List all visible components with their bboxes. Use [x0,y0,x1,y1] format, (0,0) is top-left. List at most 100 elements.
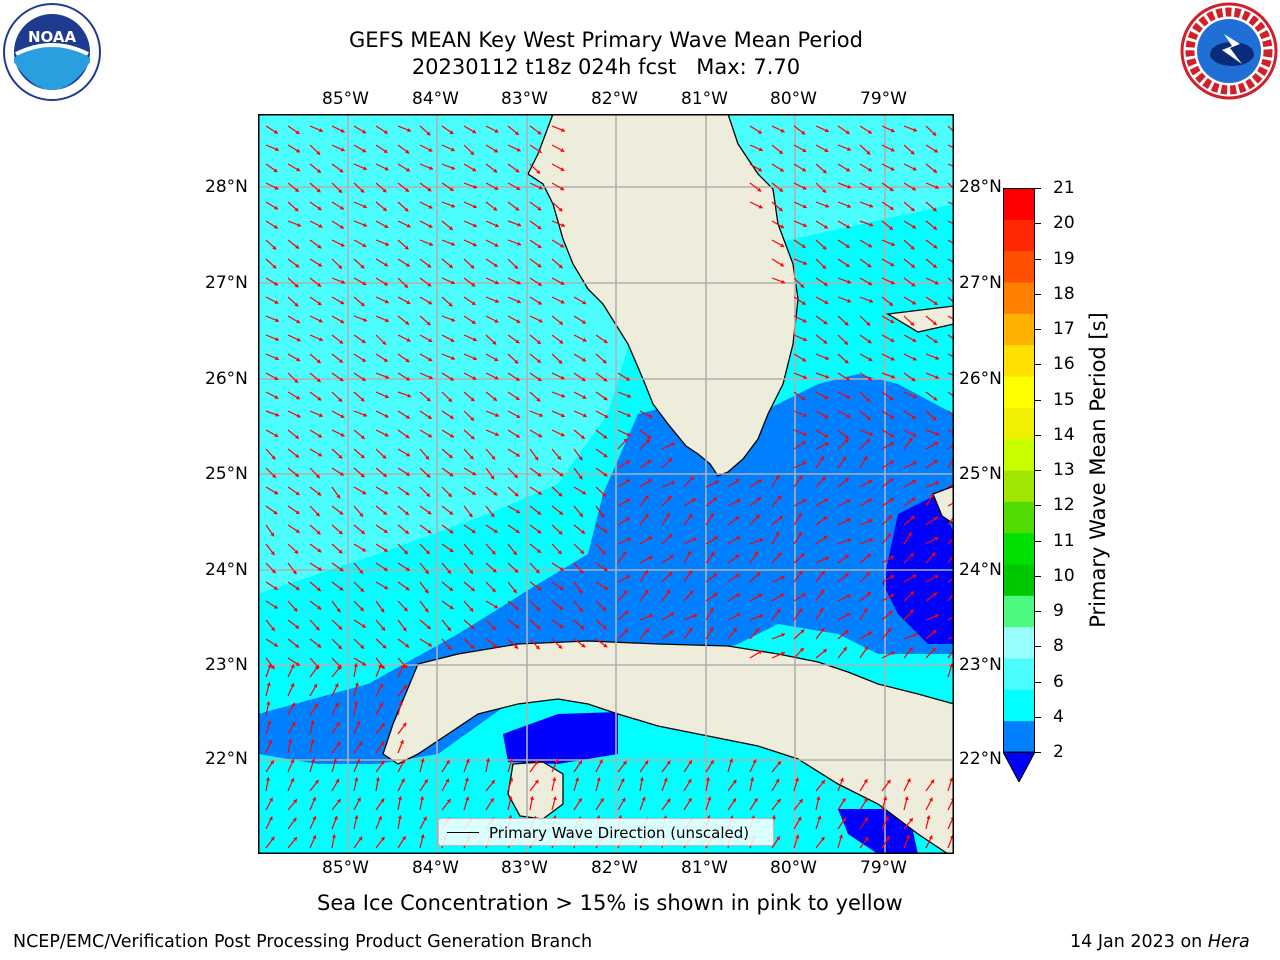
colorbar-tick [1035,716,1041,718]
wave-arrow-head [753,798,758,803]
wave-arrow-head [934,280,939,285]
wave-arrow-head [802,185,807,190]
wave-arrow-head [803,375,807,380]
wave-arrow-head [582,300,587,305]
wave-arrow-head [798,608,803,613]
wave-arrow-head [516,147,521,152]
wave-arrow-head [713,593,718,597]
wave-arrow-head [839,777,844,782]
wave-arrow-head [333,758,338,763]
wave-arrow-shaft [947,592,954,602]
wave-arrow-head [337,645,342,649]
wave-arrow-head [558,644,563,649]
sea-ice-note: Sea Ice Concentration > 15% is shown in … [317,891,903,915]
colorbar-tick [1035,293,1041,295]
wave-arrow-head [449,605,454,609]
wave-arrow-head [449,187,454,191]
wave-arrow-head [823,281,828,286]
wave-arrow-head [403,664,408,669]
wave-arrow-head [272,264,277,269]
wave-arrow-head [405,471,410,476]
wave-arrow-head [448,587,453,591]
wave-arrow-head [932,225,937,230]
wave-arrow-head [493,168,498,173]
wave-arrow-head [820,836,825,841]
wave-arrow-head [382,644,387,649]
wave-arrow-shaft [947,615,954,621]
colorbar-segment [1003,313,1035,346]
colorbar-segment [1003,219,1035,252]
wave-arrow-head [798,570,803,575]
wave-arrow-head [801,441,806,446]
wave-arrow-head [868,357,873,361]
wave-arrow-head [844,340,849,345]
wave-arrow-head [378,816,383,821]
wave-arrow-head [869,222,874,227]
colorbar-segment [1003,282,1035,314]
lat-label-left: 23°N [205,655,248,675]
wave-arrow-head [780,262,784,267]
wave-arrow-head [472,356,477,361]
wave-arrow-head [554,759,559,764]
lon-label-top: 83°W [501,89,548,109]
wave-arrow-head [910,591,915,596]
wave-arrow-head [294,283,299,288]
wave-arrow-head [493,148,498,153]
lat-label-left: 28°N [205,177,248,197]
wave-arrow-head [845,244,850,248]
wave-arrow-head [603,643,608,648]
wave-arrow-head [297,222,302,227]
wave-arrow-head [375,777,380,781]
wave-arrow-head [949,777,954,782]
wave-arrow-head [338,188,343,193]
colorbar-tick [1035,364,1041,366]
wave-arrow-head [403,607,408,612]
wave-arrow-head [315,512,320,517]
wave-arrow-head [558,207,563,212]
footer-date: 14 Jan 2023 on Hera [1070,932,1250,952]
wave-arrow-head [266,682,271,687]
wave-arrow-head [534,456,539,461]
wave-arrow-head [379,683,384,688]
wave-arrow-head [800,553,805,558]
wave-arrow-head [470,644,475,649]
wave-arrow-head [360,397,365,402]
wave-arrow-head [296,395,301,400]
wave-arrow-head [317,206,322,210]
colorbar-extend-triangle [1002,751,1036,784]
colorbar-segment [1003,689,1035,722]
wave-arrow-head [580,625,585,630]
wave-arrow-head [644,589,649,594]
wave-arrow-head [295,510,300,514]
wave-arrow-head [912,166,917,171]
wave-arrow-head [777,761,781,766]
wave-arrow-head [318,318,323,323]
wave-arrow-head [843,647,847,652]
wave-arrow-head [362,281,367,286]
wave-arrow-head [913,127,918,132]
lon-label-top: 84°W [412,89,459,109]
wave-arrow-head [692,537,697,542]
wave-arrow-head [273,224,278,229]
lon-label-bottom: 84°W [412,858,459,878]
wave-arrow-head [647,479,652,484]
wave-arrow-head [384,318,389,323]
footer-host: Hera [1207,932,1250,952]
colorbar-tick-label: 2 [1053,742,1064,762]
wave-arrow-head [427,415,432,419]
wave-arrow-head [448,397,452,402]
wave-arrow-head [581,319,586,324]
wave-arrow-head [271,455,276,460]
colorbar-tick [1035,434,1041,436]
wave-arrow-head [471,301,476,305]
wave-arrow-head [869,431,874,436]
wave-arrow-shaft [947,163,954,168]
wave-arrow-head [603,339,608,343]
wave-arrow-head [340,319,345,324]
wave-arrow-head [491,626,496,630]
wave-arrow-head [866,397,871,402]
wave-arrow-head [687,550,692,555]
wave-arrow-head [464,777,469,782]
wave-arrow-head [384,394,389,399]
wave-arrow-head [427,187,432,192]
